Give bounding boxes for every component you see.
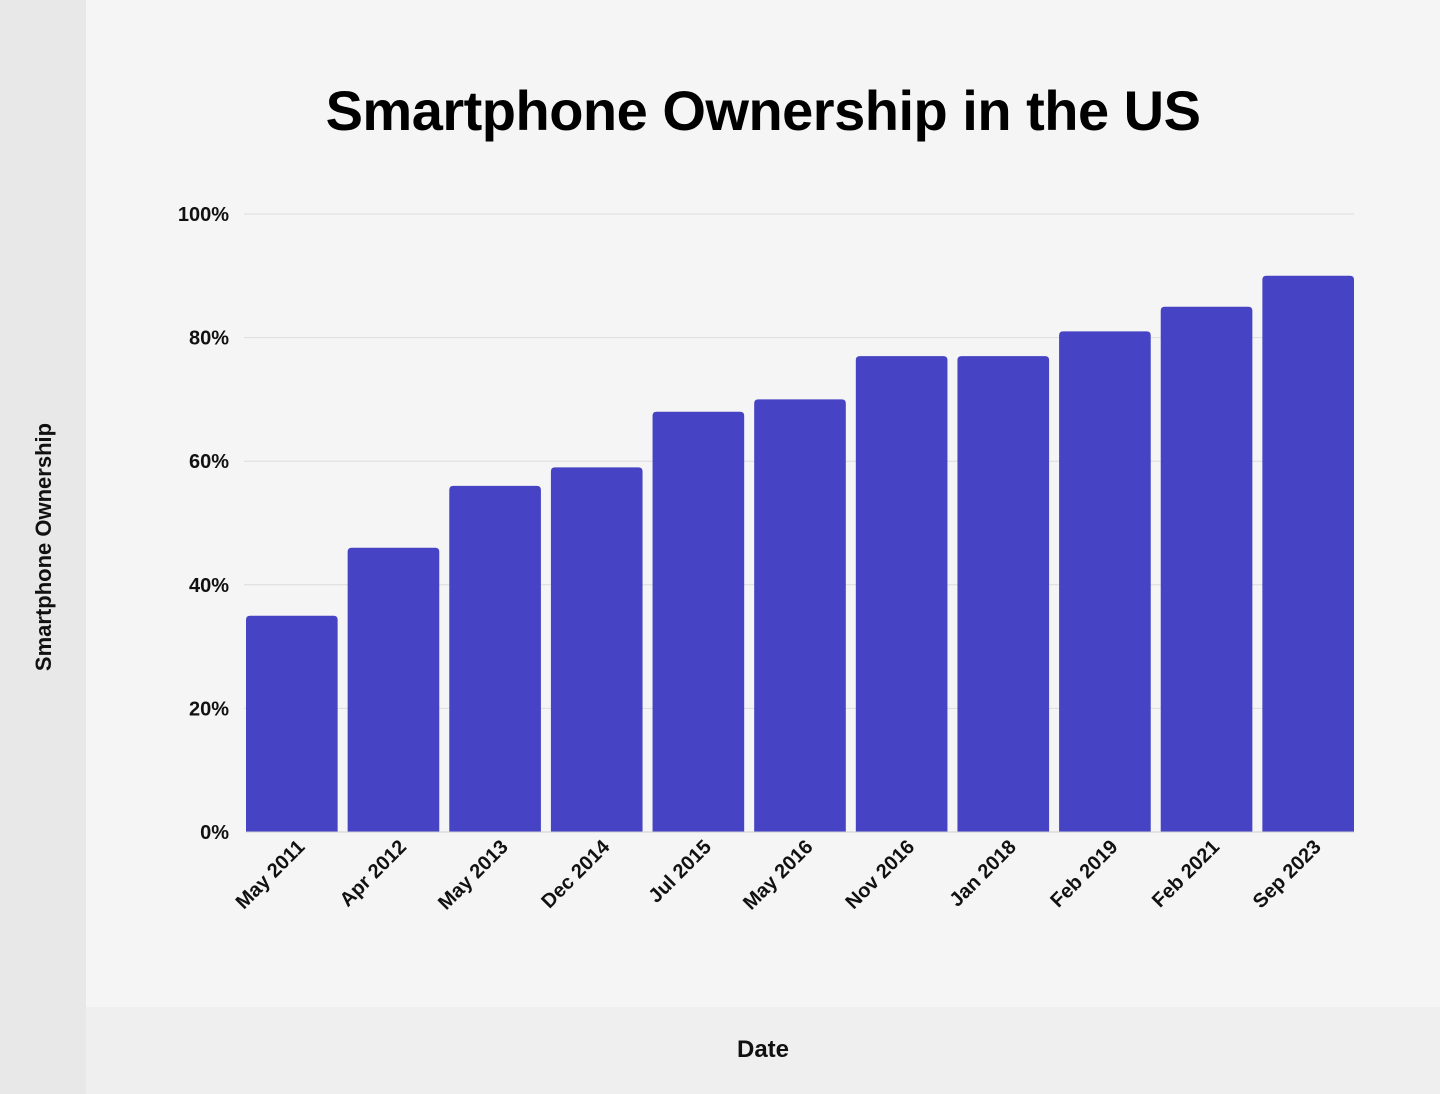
x-tick-label: Jul 2015 <box>645 836 716 907</box>
x-tick-label: Nov 2016 <box>842 836 920 914</box>
y-tick-label: 0% <box>200 822 229 844</box>
bar <box>652 411 745 832</box>
bar <box>754 399 846 832</box>
x-tick-label: Jan 2018 <box>945 836 1020 911</box>
y-tick-label: 80% <box>189 328 229 350</box>
y-tick-label: 60% <box>189 451 229 473</box>
x-tick-label: May 2013 <box>434 836 512 914</box>
y-tick-label: 20% <box>189 698 229 720</box>
x-tick-label: May 2011 <box>232 836 310 914</box>
bar <box>449 485 541 832</box>
x-tick-label: May 2016 <box>739 836 817 914</box>
bar <box>246 615 338 832</box>
y-tick-label: 40% <box>189 575 229 597</box>
y-tick-label: 100% <box>178 204 229 226</box>
left-panel <box>0 0 86 1094</box>
bar <box>1160 306 1253 832</box>
bar <box>1262 275 1354 832</box>
bar <box>1059 331 1151 832</box>
chart-title: Smartphone Ownership in the US <box>325 79 1201 142</box>
bottom-panel <box>86 1007 1440 1094</box>
x-tick-label: Sep 2023 <box>1249 836 1326 913</box>
bar <box>957 356 1050 832</box>
x-tick-label: Feb 2019 <box>1046 836 1122 912</box>
x-axis-label: Date <box>736 1036 790 1063</box>
x-tick-label: Feb 2021 <box>1148 836 1224 912</box>
bar <box>347 547 440 832</box>
x-tick-label: Dec 2014 <box>537 835 615 913</box>
x-tick-label: Apr 2012 <box>336 836 411 911</box>
bar <box>550 467 643 832</box>
bar <box>855 356 948 832</box>
